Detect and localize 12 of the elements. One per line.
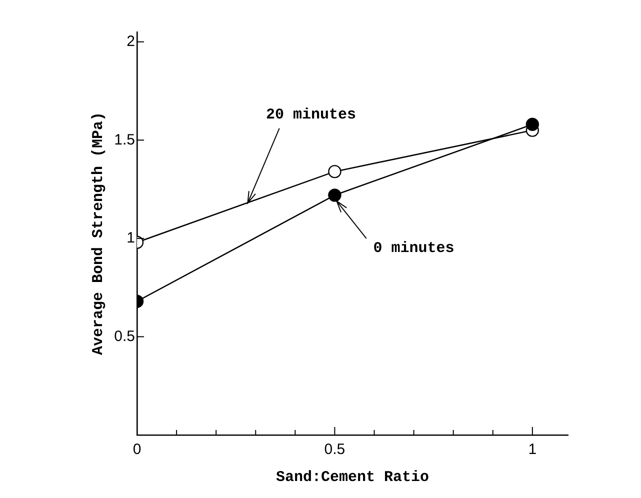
y-tick-label: 2 <box>126 32 135 50</box>
x-tick-label: 0 <box>132 441 142 458</box>
x-axis-title: Sand:Cement Ratio <box>276 468 430 486</box>
y-tick-label: 1 <box>126 230 135 247</box>
text: 0 minutes <box>373 240 454 258</box>
y-tick-label: 0.5 <box>114 328 135 345</box>
text: 20 minutes <box>266 106 356 124</box>
y-axis-title: Average Bond Strength (MPa) <box>90 112 107 356</box>
y-tick-label: 1.5 <box>114 131 135 148</box>
point <box>526 118 540 131</box>
x-tick-label: 1 <box>528 441 537 458</box>
x-tick-label: 0.5 <box>324 441 346 458</box>
